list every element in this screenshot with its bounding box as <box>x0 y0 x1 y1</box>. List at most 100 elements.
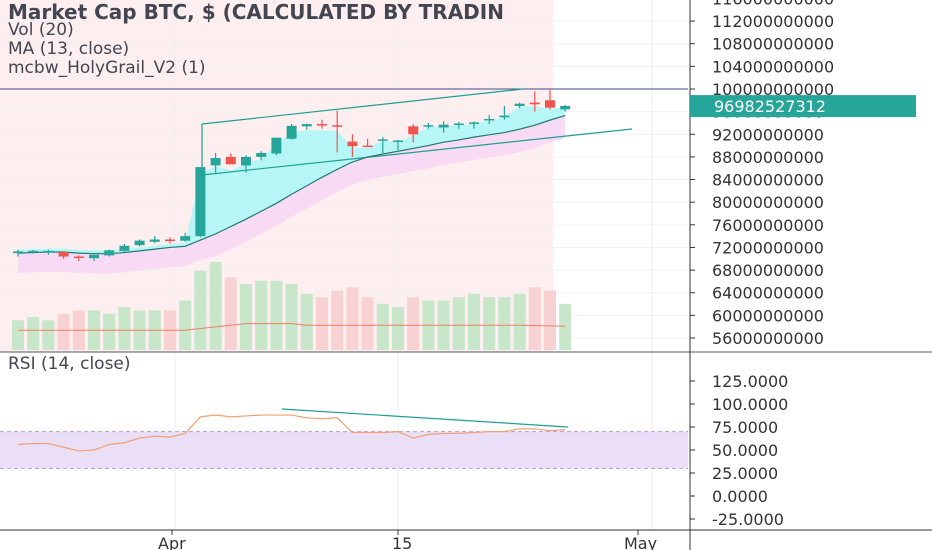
price-tick-label: 108000000000 <box>712 35 834 54</box>
rsi-tick-label: -25.0000 <box>712 510 784 529</box>
volume-bar <box>209 262 222 350</box>
candle-body <box>43 250 54 253</box>
price-tick-label: 112000000000 <box>712 12 834 31</box>
candle-body <box>301 124 312 127</box>
volume-bar <box>392 307 404 350</box>
price-tick-label: 88000000000 <box>712 148 824 167</box>
trend-line <box>201 88 524 125</box>
volume-bar <box>407 297 420 350</box>
volume-bar <box>376 303 389 350</box>
trend-lines <box>0 88 688 428</box>
candle-body <box>347 141 358 147</box>
volume-bar <box>559 303 572 350</box>
rsi-tick-label: 0.0000 <box>712 487 768 506</box>
candle-body <box>332 125 343 127</box>
volume-bar <box>57 313 70 350</box>
candle-body <box>180 236 191 241</box>
rsi-tick-label: 50.0000 <box>712 441 778 460</box>
volume-bar <box>468 293 480 350</box>
candle-body <box>28 250 39 253</box>
candle-body <box>514 103 525 106</box>
candle-body <box>286 125 297 139</box>
price-tick-label: 104000000000 <box>712 57 834 76</box>
volume-bar <box>316 297 328 350</box>
volume-bar <box>544 290 556 350</box>
candle-body <box>73 256 84 259</box>
rsi-pane <box>0 351 932 469</box>
volume-bar <box>361 297 374 350</box>
last-price-box <box>690 95 916 118</box>
cyan-cloud <box>18 106 566 254</box>
trend-line <box>281 408 569 428</box>
volume-bar <box>331 290 344 350</box>
candle-body <box>271 137 282 154</box>
time-tick-label: 15 <box>392 534 412 550</box>
candle-body <box>393 140 403 142</box>
volume-bar <box>103 313 116 350</box>
volume-bar <box>179 300 192 350</box>
ma-legend[interactable]: MA (13, close) <box>8 39 130 59</box>
candle-body <box>165 239 175 242</box>
candle-body <box>423 125 434 127</box>
price-tick-label: 80000000000 <box>712 193 824 212</box>
candle-body <box>362 145 373 148</box>
price-tick-label: 68000000000 <box>712 261 824 280</box>
volume-bar <box>255 280 268 350</box>
price-tick-label: 84000000000 <box>712 171 824 190</box>
volume-bar <box>118 307 131 350</box>
time-tick-label: Apr <box>158 534 186 550</box>
price-tick-label: 92000000000 <box>712 125 824 144</box>
bg-right <box>553 0 688 352</box>
rsi-line <box>17 414 566 452</box>
volume-legend[interactable]: Vol (20) <box>8 20 74 40</box>
rsi-legend[interactable]: RSI (14, close) <box>8 354 131 374</box>
volume-bar <box>270 280 283 350</box>
volume-bars <box>12 262 572 350</box>
volume-ma-line <box>18 323 566 331</box>
volume-bar <box>42 320 55 350</box>
candle-body <box>438 124 449 128</box>
candle-body <box>484 118 495 121</box>
candle-body <box>469 122 479 124</box>
candle-body <box>408 126 419 135</box>
volume-bar <box>483 297 496 350</box>
candle-body <box>499 115 510 118</box>
candle-body <box>545 100 555 108</box>
trend-line <box>201 128 633 176</box>
rsi-tick-label: 125.0000 <box>712 372 788 391</box>
candlesticks <box>13 90 571 262</box>
volume-bar <box>452 297 465 350</box>
candle-body <box>560 105 571 110</box>
chart-title: Market Cap BTC, $ (CALCULATED BY TRADIN <box>8 0 504 24</box>
volume-bar <box>498 297 511 350</box>
candle-body <box>134 240 145 246</box>
volume-bar <box>528 287 541 350</box>
price-tick-label: 72000000000 <box>712 238 824 257</box>
candle-body <box>149 239 160 242</box>
volume-bar <box>240 284 252 350</box>
price-tick-label: 64000000000 <box>712 284 824 303</box>
time-axis[interactable]: Apr 15 May <box>0 529 932 550</box>
candle-body <box>256 152 267 157</box>
price-tick-label: 100000000000 <box>712 80 834 99</box>
candle-body <box>89 254 99 259</box>
rsi-tick-label: 25.0000 <box>712 464 778 483</box>
volume-bar <box>27 317 40 350</box>
holygrail-legend[interactable]: mcbw_HolyGrail_V2 (1) <box>8 58 206 78</box>
volume-bar <box>285 284 298 350</box>
price-axis[interactable]: 116000000000 112000000000 108000000000 1040… <box>689 0 916 550</box>
volume-bar <box>300 293 313 350</box>
price-tick-label: 76000000000 <box>712 216 824 235</box>
candle-body <box>58 251 69 257</box>
candle-body <box>453 123 464 126</box>
candle-body <box>13 251 23 254</box>
candle-body <box>317 124 327 126</box>
volume-bar <box>194 270 207 350</box>
rsi-tick-label: 75.0000 <box>712 418 778 437</box>
volume-bar <box>224 277 237 350</box>
price-tick-label: 56000000000 <box>712 329 824 348</box>
volume-bar <box>346 287 359 350</box>
candle-body <box>529 102 540 105</box>
candle-body <box>195 167 206 237</box>
